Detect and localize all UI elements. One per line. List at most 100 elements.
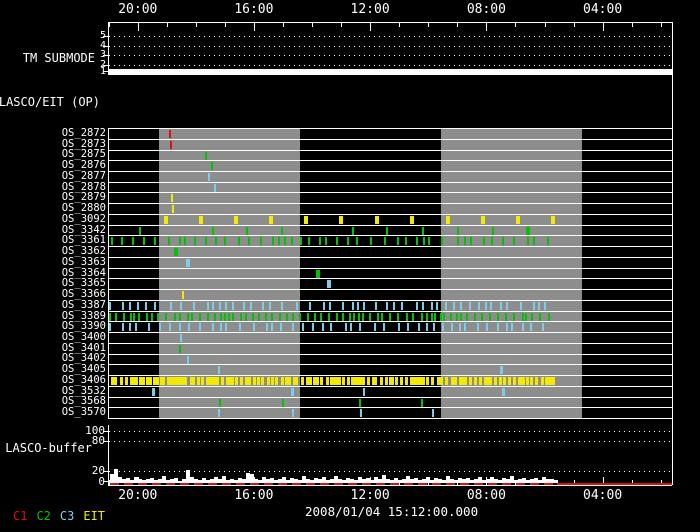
legend-item-c3: C3: [59, 509, 75, 523]
event-tick: [464, 377, 467, 385]
os-row-label: OS_3400: [61, 330, 106, 343]
event-tick: [532, 237, 535, 246]
tm-dotted-gridline: [109, 45, 671, 47]
row-separator-line: [108, 407, 672, 409]
event-tick: [481, 312, 484, 321]
event-tick: [138, 312, 141, 321]
event-tick: [478, 301, 481, 310]
event-tick: [522, 377, 525, 385]
event-tick: [214, 183, 216, 192]
event-tick: [170, 140, 172, 149]
event-tick: [322, 301, 325, 310]
event-tick: [308, 237, 311, 246]
buffer-histogram-bar: [242, 479, 246, 483]
event-tick: [530, 323, 533, 332]
os-row-label: OS_2876: [61, 159, 106, 172]
buffer-histogram-bar: [250, 474, 254, 483]
top-hour-tick: [283, 22, 284, 27]
buffer-histogram-bar: [422, 478, 426, 483]
event-tick: [373, 323, 376, 332]
event-tick: [198, 312, 201, 321]
buffer-histogram-bar: [526, 480, 530, 483]
event-tick: [354, 377, 358, 385]
event-tick: [346, 377, 350, 385]
event-tick: [266, 377, 270, 385]
event-tick: [280, 323, 283, 332]
buffer-histogram-bar: [466, 478, 470, 483]
event-tick: [512, 312, 515, 321]
row-separator-line: [108, 171, 672, 172]
tm-scale-tick: [103, 55, 108, 56]
event-tick: [524, 312, 527, 321]
event-tick: [173, 377, 177, 385]
event-tick: [357, 301, 360, 310]
event-tick: [301, 323, 304, 332]
buffer-histogram-bar: [434, 478, 438, 483]
row-separator-line: [108, 192, 672, 194]
event-tick: [147, 323, 150, 332]
buffer-histogram-bar: [546, 478, 550, 483]
event-tick: [513, 377, 517, 385]
row-separator-line: [108, 246, 672, 248]
event-tick: [309, 377, 313, 385]
top-hour-tick: [341, 22, 343, 27]
top-axis-hour-label: 16:00: [234, 2, 274, 17]
buffer-histogram-bar: [118, 477, 122, 483]
os-row-label: OS_2878: [61, 180, 106, 193]
event-tick: [436, 377, 440, 385]
lasco-eit-label: LASCO/EIT (OP): [0, 95, 100, 109]
event-tick: [358, 312, 360, 321]
event-tick: [152, 377, 156, 385]
buffer-histogram-bar: [314, 478, 318, 483]
event-tick: [122, 323, 125, 332]
tm-dotted-gridline: [109, 36, 671, 37]
event-tick: [282, 398, 284, 407]
buffer-histogram-bar: [446, 475, 450, 483]
buffer-histogram-bar: [402, 478, 406, 483]
event-tick: [459, 301, 462, 310]
event-tick: [420, 312, 423, 321]
event-tick: [446, 215, 450, 224]
event-tick: [232, 312, 235, 321]
event-tick: [224, 323, 227, 332]
event-tick: [264, 312, 267, 321]
event-tick: [328, 312, 330, 321]
event-tick: [252, 323, 255, 332]
event-tick: [279, 312, 282, 321]
tm-submode-label: TM SUBMODE: [22, 51, 95, 65]
event-tick: [275, 377, 278, 385]
event-tick: [542, 323, 545, 332]
event-tick: [205, 377, 209, 385]
buffer-histogram-bar: [342, 479, 346, 483]
event-tick: [224, 237, 227, 246]
left-axis-line: [108, 128, 109, 418]
event-tick: [410, 215, 414, 224]
event-tick: [544, 377, 548, 385]
buffer-histogram-bar: [142, 480, 146, 483]
top-hour-tick: [137, 22, 139, 31]
os-row-label: OS_2880: [61, 202, 106, 215]
event-tick: [380, 312, 383, 321]
event-tick: [422, 301, 425, 310]
event-tick: [348, 312, 351, 321]
os-row-label: OS_3365: [61, 277, 106, 290]
event-tick: [430, 301, 433, 310]
event-tick: [151, 387, 155, 396]
tm-dotted-gridline: [109, 55, 671, 56]
event-tick: [421, 398, 423, 407]
row-separator-line: [108, 278, 672, 280]
event-tick: [352, 312, 355, 321]
event-tick: [375, 301, 378, 310]
event-tick: [186, 312, 189, 321]
lasco-buffer-label: LASCO-buffer: [5, 441, 92, 455]
buffer-histogram-bar: [198, 480, 202, 483]
buffer-histogram-bar: [134, 477, 138, 483]
event-tick: [442, 312, 445, 321]
event-tick: [197, 377, 201, 385]
event-tick: [132, 312, 135, 321]
event-tick: [405, 312, 408, 321]
event-tick: [379, 377, 383, 385]
event-tick: [220, 312, 223, 321]
event-tick: [232, 301, 235, 310]
